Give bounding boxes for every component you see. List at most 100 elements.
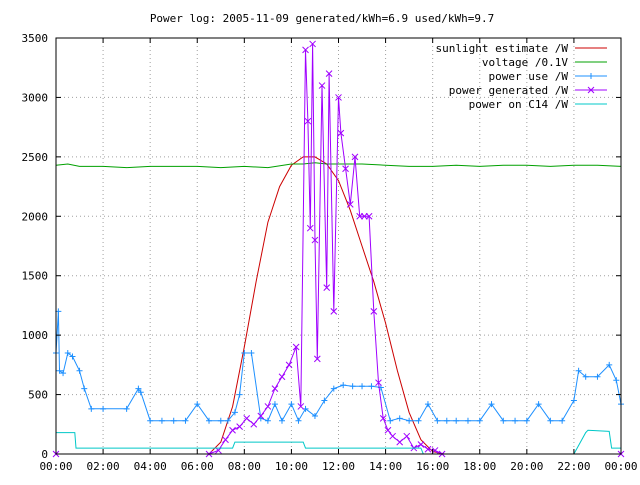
chart-grid xyxy=(56,38,621,454)
series-point-3 xyxy=(370,308,378,315)
series-point-3 xyxy=(389,432,396,440)
legend-label: power generated /W xyxy=(449,84,569,97)
series-layer xyxy=(52,40,625,458)
legend-label: voltage /0.1V xyxy=(482,56,568,69)
series-point-2 xyxy=(349,383,356,390)
series-point-2 xyxy=(500,417,507,424)
series-point-2 xyxy=(582,373,589,380)
legend-marker xyxy=(588,73,594,79)
series-point-3 xyxy=(313,355,321,363)
series-point-2 xyxy=(241,349,248,356)
series-point-2 xyxy=(182,417,189,424)
series-point-2 xyxy=(194,401,201,408)
series-point-2 xyxy=(359,383,366,390)
series-point-2 xyxy=(76,367,83,374)
series-point-2 xyxy=(434,417,441,424)
series-point-3 xyxy=(306,224,314,232)
series-point-2 xyxy=(321,397,328,404)
x-tick-label: 04:00 xyxy=(134,460,167,473)
y-tick-label: 2500 xyxy=(22,151,49,164)
series-point-2 xyxy=(60,370,67,377)
legend-label: sunlight estimate /W xyxy=(436,42,569,55)
series-point-2 xyxy=(453,417,460,424)
series-point-2 xyxy=(236,391,243,398)
series-line-4 xyxy=(56,429,621,455)
series-point-3 xyxy=(337,129,345,137)
series-point-2 xyxy=(69,353,76,360)
series-point-3 xyxy=(323,284,331,291)
series-point-3 xyxy=(236,423,243,431)
series-point-2 xyxy=(368,383,375,390)
series-point-2 xyxy=(100,405,107,412)
series-point-2 xyxy=(264,417,271,424)
series-point-2 xyxy=(406,417,413,424)
x-tick-label: 08:00 xyxy=(228,460,261,473)
series-point-2 xyxy=(415,417,422,424)
series-point-3 xyxy=(318,82,326,89)
x-tick-label: 18:00 xyxy=(463,460,496,473)
series-point-3 xyxy=(292,343,300,351)
x-tick-label: 00:00 xyxy=(39,460,72,473)
series-point-2 xyxy=(295,417,302,424)
x-tick-label: 12:00 xyxy=(322,460,355,473)
series-point-3 xyxy=(250,420,258,428)
series-point-3 xyxy=(335,94,342,101)
series-point-2 xyxy=(135,385,142,392)
y-tick-label: 2000 xyxy=(22,210,49,223)
x-tick-label: 16:00 xyxy=(416,460,449,473)
series-line-2 xyxy=(55,311,622,422)
series-point-3 xyxy=(351,153,359,161)
series-point-3 xyxy=(342,165,349,173)
series-point-3 xyxy=(379,414,387,422)
series-point-3 xyxy=(403,432,411,440)
series-point-2 xyxy=(570,397,577,404)
series-line-3 xyxy=(56,43,621,455)
series-point-2 xyxy=(271,401,278,408)
series-point-2 xyxy=(311,412,318,419)
series-point-2 xyxy=(137,389,144,396)
series-line-1 xyxy=(55,162,622,169)
series-point-3 xyxy=(243,414,251,422)
series-point-2 xyxy=(613,377,620,384)
series-point-3 xyxy=(361,212,368,220)
series-point-2 xyxy=(512,417,519,424)
series-point-3 xyxy=(285,361,293,369)
series-point-3 xyxy=(222,436,229,444)
series-point-2 xyxy=(606,361,613,368)
series-point-3 xyxy=(375,379,382,387)
series-point-3 xyxy=(424,445,432,453)
series-point-2 xyxy=(387,417,394,424)
series-point-3 xyxy=(325,70,333,78)
x-tick-label: 06:00 xyxy=(181,460,214,473)
series-point-2 xyxy=(523,417,530,424)
x-tick-label: 00:00 xyxy=(604,460,637,473)
series-point-2 xyxy=(56,367,63,374)
series-point-2 xyxy=(443,417,450,424)
legend-label: power use /W xyxy=(489,70,569,83)
series-point-3 xyxy=(264,403,272,410)
series-point-2 xyxy=(170,417,177,424)
axis-ticks: 0 500 1000 1500 2000 2500 3000 3500 00:00 02:00 04… xyxy=(22,32,638,473)
series-point-2 xyxy=(217,417,224,424)
legend-label: power on C14 /W xyxy=(469,98,569,111)
series-point-2 xyxy=(575,367,582,374)
x-tick-label: 14:00 xyxy=(369,460,402,473)
series-point-2 xyxy=(424,401,431,408)
y-tick-label: 1000 xyxy=(22,329,49,342)
series-point-2 xyxy=(535,401,542,408)
series-point-2 xyxy=(396,415,403,422)
y-tick-label: 1500 xyxy=(22,270,49,283)
legend-marker xyxy=(587,86,595,94)
series-point-3 xyxy=(311,236,319,244)
series-point-3 xyxy=(356,212,364,220)
series-point-2 xyxy=(279,417,285,424)
series-point-3 xyxy=(330,308,338,315)
series-point-3 xyxy=(257,412,265,420)
series-point-2 xyxy=(594,373,601,380)
series-point-3 xyxy=(346,201,354,208)
chart-title: Power log: 2005-11-09 generated/kWh=6.9 … xyxy=(150,12,494,25)
series-point-3 xyxy=(271,385,279,392)
